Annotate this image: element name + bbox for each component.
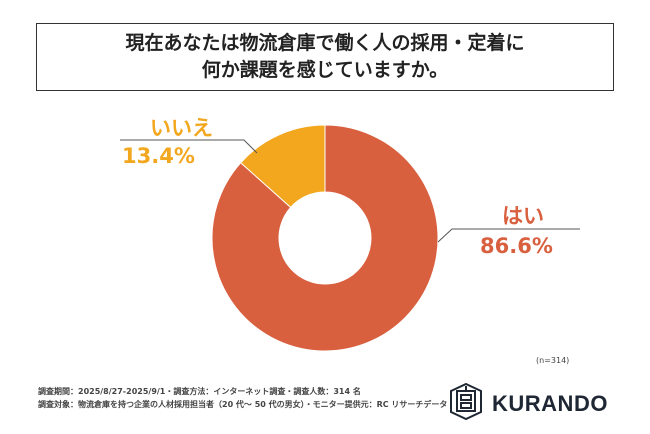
label-no-category: いいえ — [150, 116, 213, 140]
leader-line-yes — [437, 228, 580, 243]
label-no-value: 13.4% — [122, 144, 195, 168]
leader-line-no — [120, 139, 258, 154]
footer-line-1: 調査期間：2025/8/27-2025/9/1・調査方法：インターネット調査・調… — [38, 387, 361, 396]
title-line-2: 何か課題を感じていますか。 — [201, 59, 449, 81]
slice-yes — [211, 124, 439, 352]
label-yes-value: 86.6% — [480, 234, 553, 258]
chart-title: 現在あなたは物流倉庫で働く人の採用・定着に 何か課題を感じていますか。 — [36, 23, 614, 91]
sample-size: (n=314) — [536, 356, 570, 365]
title-line-1: 現在あなたは物流倉庫で働く人の採用・定着に — [125, 32, 525, 54]
slice-no — [240, 124, 326, 209]
footer-notes: 調査期間：2025/8/27-2025/9/1・調査方法：インターネット調査・調… — [38, 385, 447, 411]
footer-line-2: 調査対象：物流倉庫を持つ企業の人材採用担当者（20 代～ 50 代の男女）・モニ… — [38, 400, 448, 409]
label-yes-category: はい — [502, 204, 544, 228]
logo-text: KURANDO — [492, 391, 608, 416]
kurando-logo-icon — [450, 382, 482, 421]
